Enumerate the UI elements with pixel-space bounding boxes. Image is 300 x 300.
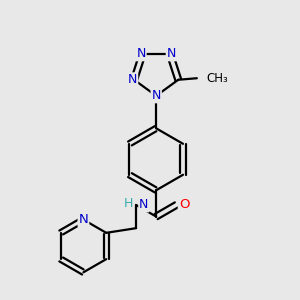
Text: N: N [128, 73, 137, 86]
Text: H: H [124, 197, 133, 210]
Text: O: O [179, 199, 189, 212]
Text: CH₃: CH₃ [207, 72, 229, 85]
Text: N: N [152, 89, 161, 102]
Text: N: N [139, 199, 148, 212]
Text: N: N [167, 47, 176, 60]
Text: N: N [79, 213, 88, 226]
Text: N: N [136, 47, 146, 60]
